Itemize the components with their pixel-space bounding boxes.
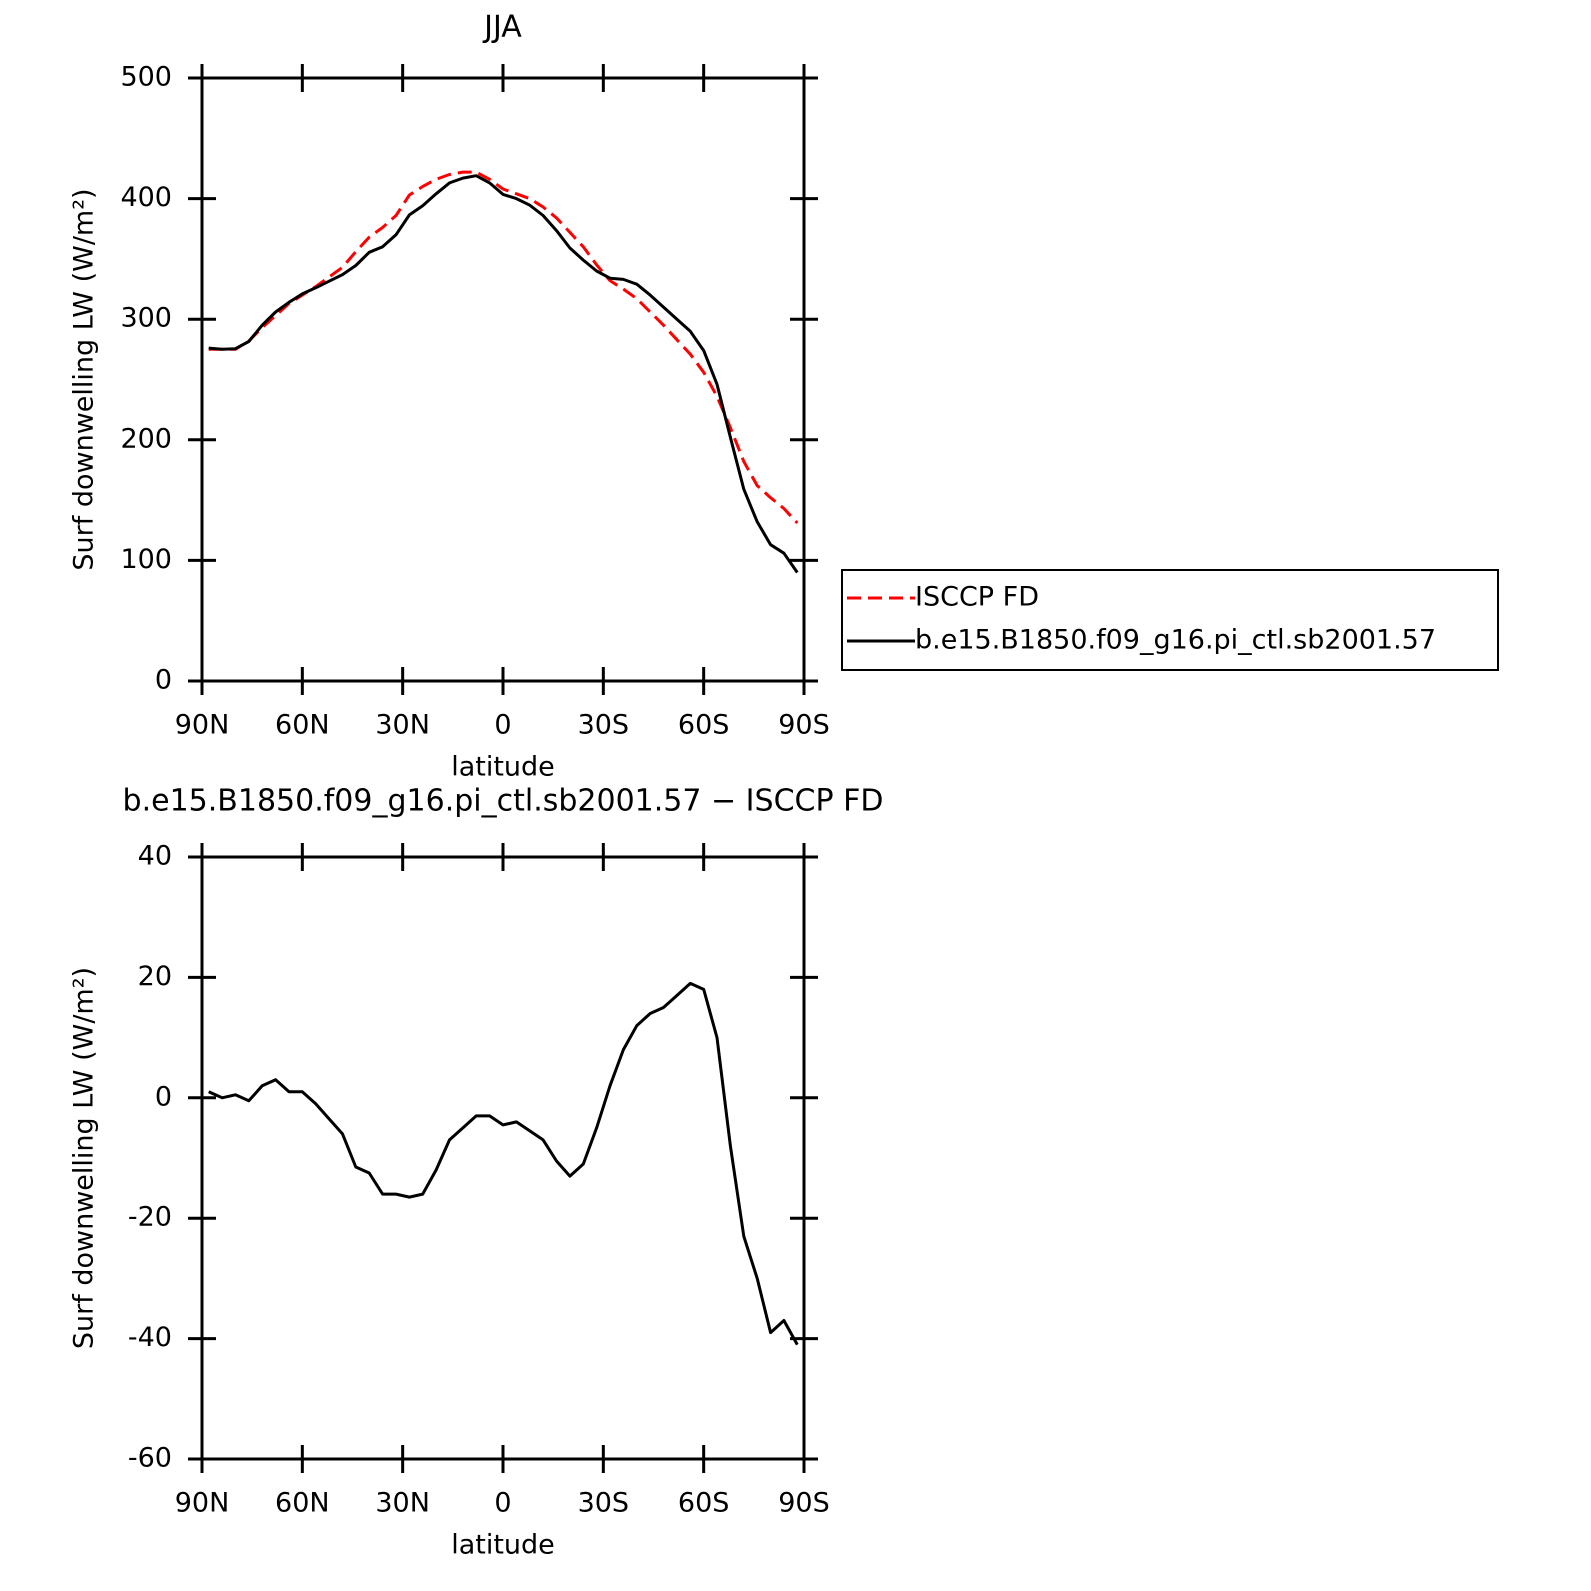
y-tick-label: 100 — [120, 544, 172, 575]
legend-label: b.e15.B1850.f09_g16.pi_ctl.sb2001.57 — [915, 625, 1436, 656]
x-tick-label: 90N — [175, 1488, 230, 1519]
x-tick-label: 90N — [175, 710, 230, 741]
x-tick-label: 90S — [778, 1488, 830, 1519]
x-axis-label: latitude — [451, 752, 555, 783]
y-axis-label: Surf downwelling LW (W/m²) — [69, 188, 100, 570]
diff-line — [208, 981, 799, 1346]
chart-title: b.e15.B1850.f09_g16.pi_ctl.sb2001.57 − I… — [123, 784, 884, 819]
y-tick-label: 0 — [155, 1081, 172, 1112]
x-tick-label: 0 — [494, 710, 511, 741]
x-tick-label: 60S — [678, 1488, 730, 1519]
y-tick-label: -20 — [128, 1202, 172, 1233]
x-tick-label: 30N — [375, 1488, 430, 1519]
legend-label: ISCCP FD — [915, 582, 1039, 613]
y-tick-label: 20 — [138, 961, 172, 992]
y-tick-label: -60 — [128, 1443, 172, 1474]
x-tick-label: 60N — [275, 1488, 330, 1519]
y-tick-label: 400 — [120, 182, 172, 213]
series-line — [208, 174, 799, 574]
series-line — [208, 170, 799, 525]
x-tick-label: 0 — [494, 1488, 511, 1519]
legend-box — [841, 569, 1499, 671]
y-tick-label: 200 — [120, 423, 172, 454]
y-tick-label: 500 — [120, 62, 172, 93]
plot-frame — [200, 855, 806, 1461]
x-tick-label: 90S — [778, 710, 830, 741]
y-axis-label: Surf downwelling LW (W/m²) — [69, 967, 100, 1349]
x-tick-label: 30S — [578, 1488, 630, 1519]
y-tick-label: -40 — [128, 1322, 172, 1353]
chart-title: JJA — [482, 10, 522, 45]
x-tick-label: 60N — [275, 710, 330, 741]
x-tick-label: 30N — [375, 710, 430, 741]
x-axis-label: latitude — [451, 1530, 555, 1561]
x-tick-label: 30S — [578, 710, 630, 741]
y-tick-label: 0 — [155, 665, 172, 696]
y-tick-label: 300 — [120, 303, 172, 334]
x-tick-label: 60S — [678, 710, 730, 741]
y-tick-label: 40 — [138, 841, 172, 872]
